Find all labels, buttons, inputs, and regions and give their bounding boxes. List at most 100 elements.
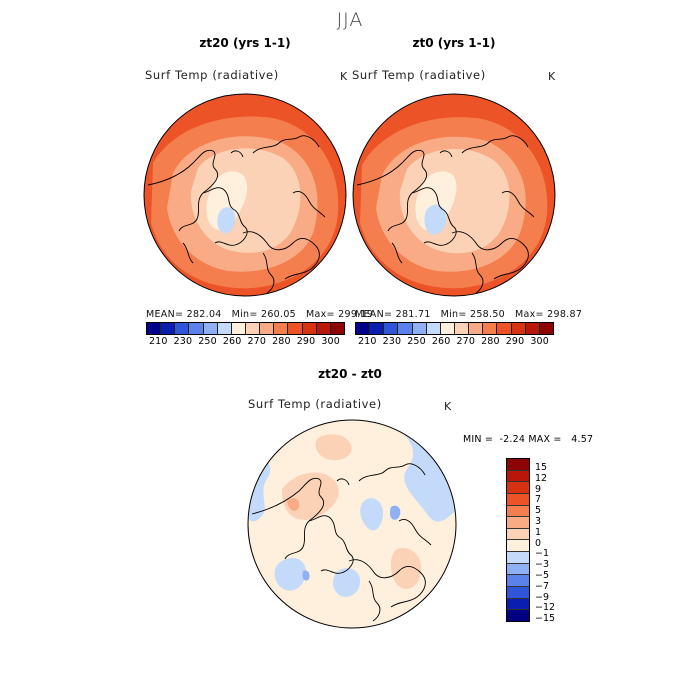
diff-colorbar-tick-label: 15: [535, 462, 548, 473]
diff-colorbar-swatch: [507, 552, 529, 564]
panel-1-colorbar-swatch: [316, 323, 331, 334]
panel-2-colorbar-ticks: 210 230 250 260 270 280 290 300: [355, 336, 552, 347]
panel-2-colorbar: [355, 322, 554, 335]
panel-2-colorbar-swatch: [511, 323, 526, 334]
diff-zone-pos: [315, 434, 352, 461]
diff-zone-neg: [333, 568, 361, 597]
panel-1-title: zt20 (yrs 1-1): [199, 36, 291, 50]
panel-1-colorbar-swatch: [245, 323, 261, 334]
panel-2-colorbar-swatch: [370, 323, 385, 334]
diff-colorbar-swatch: [507, 587, 529, 599]
panel-2-colorbar-tick-label: 250: [407, 336, 426, 347]
diff-colorbar-swatch: [507, 493, 529, 506]
diff-colorbar-swatch: [507, 540, 529, 553]
panel-1-colorbar-tick-label: 230: [173, 336, 193, 347]
diff-colorbar-swatch: [507, 563, 529, 576]
panel-2-colorbar-swatch: [398, 323, 413, 334]
panel-1-colorbar: [146, 322, 345, 335]
panel-1-field-label: Surf Temp (radiative): [145, 68, 279, 82]
panel-1-colorbar-swatch: [302, 323, 317, 334]
diff-panel-field-label: Surf Temp (radiative): [248, 397, 382, 411]
diff-colorbar-swatch: [507, 482, 529, 494]
diff-colorbar-tick-label: 3: [535, 515, 542, 527]
diff-colorbar-tick-label: 5: [535, 505, 542, 517]
diff-colorbar-swatch: [507, 470, 529, 483]
map-zone-cold: [217, 207, 236, 234]
panel-1-colorbar-tick-label: 260: [222, 336, 242, 347]
diff-colorbar-tick-label: 1: [535, 526, 542, 538]
panel-1-colorbar-swatch: [189, 323, 204, 334]
panel-1-stats: MEAN= 282.04 Min= 260.05 Max= 299.19: [146, 309, 374, 320]
diff-zone-neg2: [389, 505, 401, 520]
panel-2-colorbar-swatch: [412, 323, 427, 334]
panel-1-colorbar-tick-label: 300: [321, 336, 341, 347]
panel-1-map: [143, 93, 347, 297]
diff-panel-title: zt20 - zt0: [318, 367, 382, 381]
diff-colorbar: [506, 458, 530, 622]
coastlines: [147, 135, 326, 294]
coastlines: [356, 135, 535, 294]
panel-2-colorbar-tick-label: 280: [481, 336, 500, 347]
panel-1-colorbar-tick-label: 270: [247, 336, 267, 347]
panel-1-colorbar-tick-label: 290: [296, 336, 316, 347]
panel-1-colorbar-tick-label: 250: [198, 336, 217, 347]
diff-colorbar-swatch: [507, 610, 529, 621]
panel-1-colorbar-swatch: [217, 323, 232, 334]
panel-1-colorbar-tick-label: 210: [148, 336, 168, 347]
diff-colorbar-tick-label: −1: [535, 548, 550, 560]
diff-colorbar-swatch: [507, 598, 529, 611]
panel-2-title: zt0 (yrs 1-1): [412, 36, 496, 50]
diff-colorbar-tick-label: −3: [535, 559, 550, 571]
panel-1-colorbar-swatch: [330, 323, 344, 334]
panel-1-unit: K: [340, 70, 348, 83]
diff-colorbar-tick-label: −7: [535, 580, 550, 592]
panel-2-colorbar-swatch: [525, 323, 540, 334]
diff-zone-neg: [360, 498, 384, 531]
panel-2-colorbar-tick-label: 290: [505, 336, 525, 347]
coastlines: [251, 463, 432, 622]
diff-panel-minmax: MIN = -2.24 MAX = 4.57: [463, 434, 594, 445]
diff-zone-neg: [274, 558, 307, 591]
panel-2-colorbar-swatch: [539, 323, 553, 334]
panel-2-colorbar-swatch: [454, 323, 470, 334]
diff-panel-map: [247, 419, 457, 629]
panel-1-colorbar-swatch: [161, 323, 176, 334]
diff-colorbar-tick-label: −15: [535, 613, 556, 625]
diff-colorbar-swatch: [507, 528, 529, 541]
panel-2-colorbar-swatch: [440, 323, 455, 334]
diff-zone-pos2: [287, 498, 300, 511]
panel-2-colorbar-tick-label: 230: [382, 336, 402, 347]
panel-2-map: [352, 93, 556, 297]
panel-1-colorbar-swatch: [203, 323, 218, 334]
diff-colorbar-tick-label: 9: [535, 483, 542, 495]
page-title: JJA: [336, 9, 364, 31]
panel-2-colorbar-swatch: [483, 323, 498, 334]
panel-2-stats: MEAN= 281.71 Min= 258.50 Max= 298.87: [355, 309, 583, 320]
diff-panel-unit: K: [444, 400, 452, 413]
panel-2-colorbar-swatch: [497, 323, 512, 334]
diff-colorbar-tick-label: −9: [535, 591, 550, 603]
diff-zone-neg2: [302, 570, 310, 581]
diff-colorbar-tick-label: 12: [535, 472, 548, 484]
panel-2-unit: K: [548, 70, 556, 83]
diff-colorbar-tick-label: −5: [535, 569, 550, 581]
panel-2-colorbar-swatch: [384, 323, 399, 334]
panel-2-colorbar-swatch: [426, 323, 441, 334]
panel-2-colorbar-tick-label: 300: [530, 336, 550, 347]
panel-2-field-label: Surf Temp (radiative): [352, 68, 486, 82]
diff-colorbar-swatch: [507, 459, 529, 471]
diff-zone-pos: [390, 548, 422, 589]
panel-2-colorbar-swatch: [356, 323, 371, 334]
panel-2-colorbar-tick-label: 260: [431, 336, 451, 347]
map-zone-cold: [424, 204, 447, 235]
panel-1-colorbar-swatch: [231, 323, 246, 334]
diff-colorbar-swatch: [507, 575, 529, 588]
panel-1-colorbar-tick-label: 280: [272, 336, 291, 347]
diff-colorbar-ticks: 15 12 9 7 5 3 1 0 −1 −3 −5 −7 −9 −12 −15: [535, 462, 556, 625]
diff-colorbar-tick-label: 0: [535, 537, 542, 549]
panel-1-colorbar-swatch: [288, 323, 303, 334]
diff-colorbar-tick-label: 7: [535, 494, 542, 506]
panel-1-colorbar-swatch: [147, 323, 162, 334]
diff-colorbar-tick-label: −12: [535, 602, 556, 614]
panel-1-colorbar-swatch: [260, 323, 275, 334]
